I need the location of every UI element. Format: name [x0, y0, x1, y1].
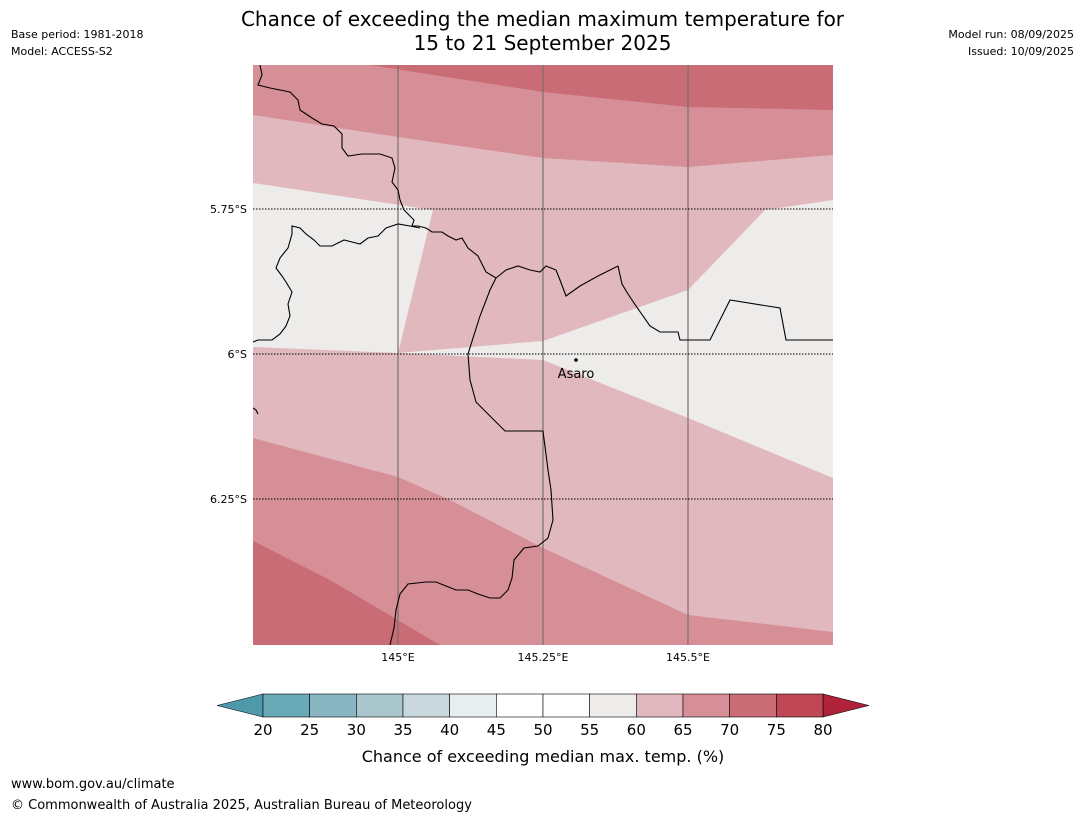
parallel-lines	[253, 208, 833, 500]
colorbar-segment	[729, 693, 777, 718]
colorbar-tick-label: 20	[253, 721, 272, 739]
colorbar-segment	[449, 693, 497, 718]
title-line-1: Chance of exceeding the median maximum t…	[240, 7, 845, 31]
colorbar-tick-label: 30	[347, 721, 366, 739]
model-label: Model: ACCESS-S2	[11, 45, 113, 58]
colorbar-segment	[542, 693, 590, 718]
latitude-labels: 5.75°S 6°S 6.25°S	[210, 203, 247, 506]
colorbar-segment	[309, 693, 357, 718]
lon-label-145-5: 145.5°E	[666, 651, 710, 664]
province-borders	[253, 65, 833, 645]
colorbar-high-extend	[822, 693, 870, 718]
colorbar-tick-label: 70	[720, 721, 739, 739]
base-period-label: Base period: 1981-2018	[11, 28, 144, 41]
footer-url[interactable]: www.bom.gov.au/climate	[11, 777, 175, 792]
colorbar-segment	[636, 693, 684, 718]
colorbar-segment	[262, 693, 310, 718]
asaro-town-marker	[574, 358, 578, 362]
colorbar-tick-label: 75	[767, 721, 786, 739]
footer-copyright: © Commonwealth of Australia 2025, Austra…	[11, 798, 472, 813]
map-panel: Asaro	[253, 65, 833, 645]
title-line-2: 15 to 21 September 2025	[413, 31, 672, 55]
colorbar-tick-label: 45	[487, 721, 506, 739]
colorbar-segment	[589, 693, 637, 718]
run-info: Model run: 08/09/2025 Issued: 10/09/2025	[948, 26, 1074, 60]
colorbar-tick-label: 65	[673, 721, 692, 739]
colorbar-tick-label: 25	[300, 721, 319, 739]
colorbar-low-extend	[216, 693, 264, 718]
colorbar-title: Chance of exceeding median max. temp. (%…	[362, 747, 725, 766]
footer: www.bom.gov.au/climate © Commonwealth of…	[11, 774, 472, 816]
lat-label-6-25: 6.25°S	[210, 493, 247, 506]
probability-band-55-60-east	[398, 200, 833, 478]
colorbar-segment	[776, 693, 824, 718]
model-run-label: Model run: 08/09/2025	[948, 28, 1074, 41]
probability-band-55-60-west	[253, 183, 433, 353]
colorbar-segment	[496, 693, 544, 718]
colorbar: 20 25 30 35 40 45 50 55 60 65 70 75 80	[216, 693, 870, 739]
colorbar-tick-label: 60	[627, 721, 646, 739]
asaro-label: Asaro	[558, 367, 595, 382]
lat-label-6: 6°S	[228, 348, 247, 361]
probability-band-70-75-north	[370, 65, 833, 110]
map-title: Chance of exceeding the median maximum t…	[0, 7, 1085, 55]
colorbar-tick-label: 50	[533, 721, 552, 739]
lon-label-145: 145°E	[381, 651, 414, 664]
colorbar-tick-label: 35	[393, 721, 412, 739]
lon-label-145-25: 145.25°E	[518, 651, 569, 664]
colorbar-tick-label: 55	[580, 721, 599, 739]
colorbar-segment	[402, 693, 450, 718]
colorbar-segment	[356, 693, 404, 718]
lat-label-5-75: 5.75°S	[210, 203, 247, 216]
colorbar-tick-label: 40	[440, 721, 459, 739]
issued-label: Issued: 10/09/2025	[967, 45, 1074, 58]
model-info: Base period: 1981-2018 Model: ACCESS-S2	[11, 26, 143, 60]
colorbar-segment	[682, 693, 730, 718]
colorbar-tick-label: 80	[813, 721, 832, 739]
colorbar-segments	[262, 693, 824, 718]
colorbar-ticks: 20 25 30 35 40 45 50 55 60 65 70 75 80	[253, 721, 832, 739]
longitude-labels: 145°E 145.25°E 145.5°E	[381, 651, 710, 664]
meridian-lines	[397, 65, 689, 645]
probability-band-70-75-south	[253, 541, 440, 645]
